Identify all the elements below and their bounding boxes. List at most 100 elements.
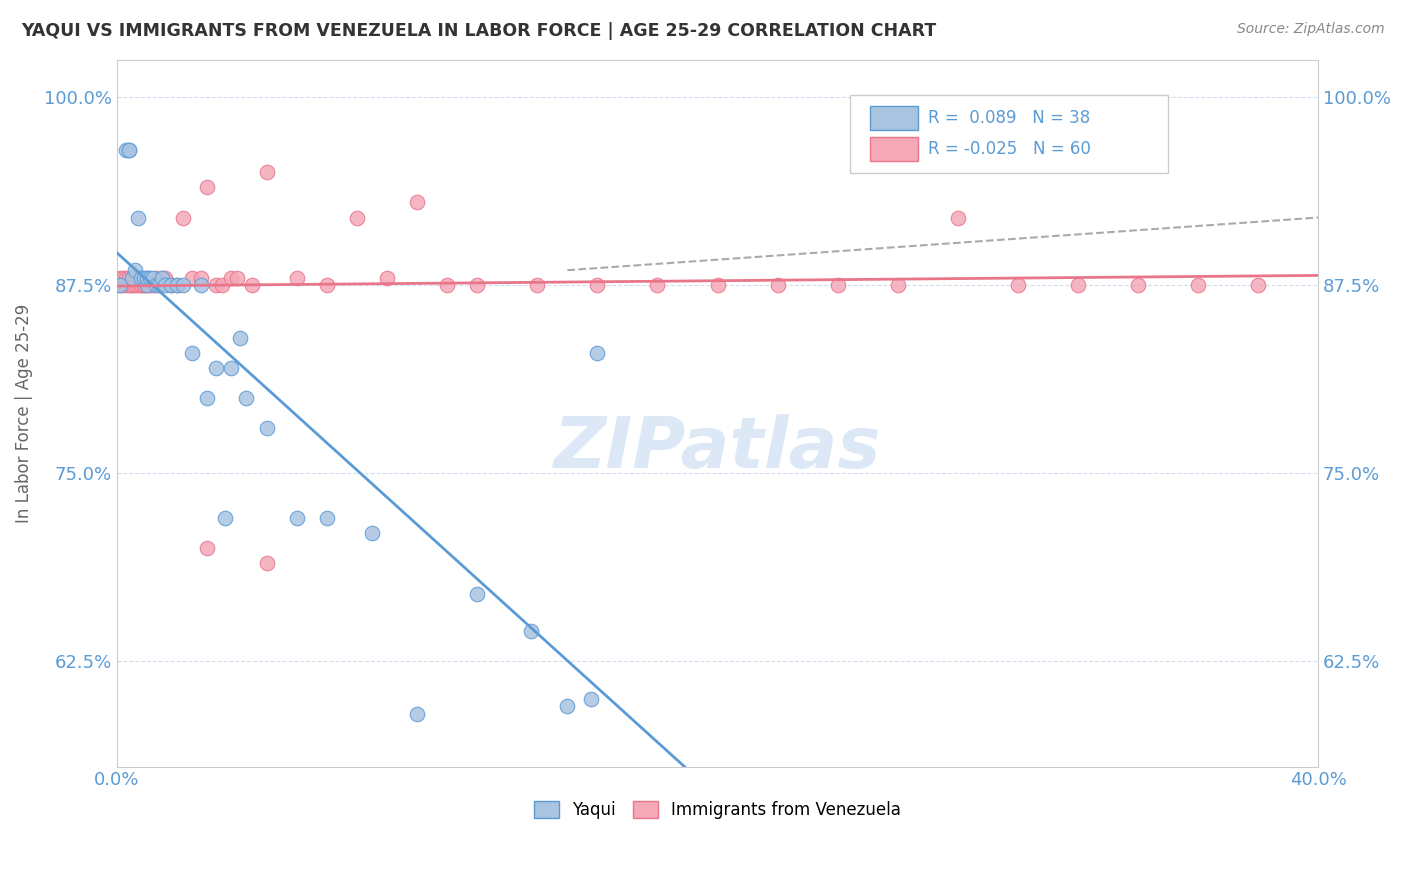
Point bbox=[406, 706, 429, 721]
Point bbox=[557, 699, 579, 714]
Text: YAQUI VS IMMIGRANTS FROM VENEZUELA IN LABOR FORCE | AGE 25-29 CORRELATION CHART: YAQUI VS IMMIGRANTS FROM VENEZUELA IN LA… bbox=[21, 22, 936, 40]
Point bbox=[361, 526, 384, 541]
Point bbox=[148, 278, 170, 293]
Point bbox=[127, 278, 149, 293]
Point bbox=[136, 270, 159, 285]
Legend: Yaqui, Immigrants from Venezuela: Yaqui, Immigrants from Venezuela bbox=[527, 794, 908, 825]
Point bbox=[118, 143, 141, 157]
Point bbox=[436, 278, 458, 293]
Text: R =  0.089   N = 38: R = 0.089 N = 38 bbox=[928, 109, 1090, 127]
FancyBboxPatch shape bbox=[870, 137, 918, 161]
Point bbox=[121, 278, 143, 293]
Point bbox=[115, 143, 138, 157]
Point bbox=[166, 278, 188, 293]
Point bbox=[195, 180, 218, 194]
Point bbox=[256, 165, 278, 179]
Point bbox=[118, 143, 141, 157]
Point bbox=[1187, 278, 1209, 293]
Point bbox=[139, 278, 162, 293]
Point bbox=[115, 278, 138, 293]
Point bbox=[111, 278, 134, 293]
Point bbox=[219, 270, 242, 285]
Text: Source: ZipAtlas.com: Source: ZipAtlas.com bbox=[1237, 22, 1385, 37]
Point bbox=[647, 278, 669, 293]
Point bbox=[136, 278, 159, 293]
Point bbox=[136, 278, 159, 293]
Point bbox=[256, 557, 278, 571]
Point bbox=[153, 270, 176, 285]
Point bbox=[1007, 278, 1029, 293]
Point bbox=[115, 270, 138, 285]
Text: ZIPatlas: ZIPatlas bbox=[554, 414, 882, 483]
Point bbox=[465, 278, 488, 293]
FancyBboxPatch shape bbox=[849, 95, 1168, 173]
Point bbox=[219, 361, 242, 376]
Point bbox=[172, 211, 194, 225]
Point bbox=[285, 511, 308, 525]
Point bbox=[132, 278, 155, 293]
Point bbox=[190, 278, 212, 293]
Point bbox=[108, 278, 131, 293]
Point bbox=[172, 278, 194, 293]
Point bbox=[214, 511, 236, 525]
Point bbox=[586, 346, 609, 360]
Point bbox=[406, 195, 429, 210]
Point bbox=[229, 331, 252, 345]
Point bbox=[139, 270, 162, 285]
Point bbox=[1067, 278, 1090, 293]
Point bbox=[586, 278, 609, 293]
Point bbox=[886, 278, 908, 293]
Point bbox=[118, 270, 141, 285]
Point bbox=[211, 278, 233, 293]
Point bbox=[526, 278, 548, 293]
Point bbox=[129, 278, 152, 293]
Point bbox=[581, 691, 603, 706]
FancyBboxPatch shape bbox=[870, 106, 918, 129]
Point bbox=[316, 511, 339, 525]
Point bbox=[124, 270, 146, 285]
Point bbox=[190, 270, 212, 285]
Point bbox=[195, 541, 218, 556]
Point bbox=[1126, 278, 1149, 293]
Point bbox=[108, 278, 131, 293]
Point bbox=[235, 391, 257, 405]
Point bbox=[127, 270, 149, 285]
Point bbox=[148, 278, 170, 293]
Point bbox=[160, 278, 183, 293]
Point bbox=[181, 346, 204, 360]
Point bbox=[766, 278, 789, 293]
Point bbox=[195, 391, 218, 405]
Point bbox=[124, 263, 146, 277]
Y-axis label: In Labor Force | Age 25-29: In Labor Force | Age 25-29 bbox=[15, 303, 32, 523]
Point bbox=[124, 278, 146, 293]
Point bbox=[132, 270, 155, 285]
Point bbox=[136, 270, 159, 285]
Point bbox=[150, 270, 173, 285]
Point bbox=[142, 278, 165, 293]
Point bbox=[465, 586, 488, 600]
Point bbox=[706, 278, 728, 293]
Point bbox=[1247, 278, 1270, 293]
Point bbox=[256, 421, 278, 435]
Point bbox=[153, 278, 176, 293]
Point bbox=[205, 361, 228, 376]
Point bbox=[316, 278, 339, 293]
Point bbox=[346, 211, 368, 225]
Point bbox=[108, 270, 131, 285]
Point bbox=[145, 270, 167, 285]
Point bbox=[121, 270, 143, 285]
Point bbox=[181, 270, 204, 285]
Point bbox=[118, 278, 141, 293]
Point bbox=[142, 270, 165, 285]
Point bbox=[226, 270, 249, 285]
Point bbox=[111, 270, 134, 285]
Point bbox=[375, 270, 398, 285]
Point bbox=[166, 278, 188, 293]
Point bbox=[160, 278, 183, 293]
Point bbox=[132, 278, 155, 293]
Point bbox=[827, 278, 849, 293]
Point bbox=[150, 270, 173, 285]
Point bbox=[520, 624, 543, 639]
Point bbox=[129, 270, 152, 285]
Point bbox=[240, 278, 263, 293]
